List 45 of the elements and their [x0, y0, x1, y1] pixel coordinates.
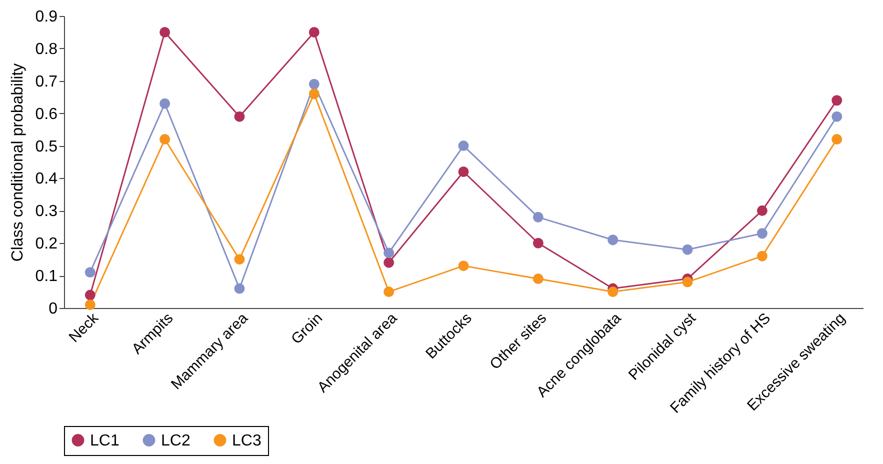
- point: [384, 257, 394, 268]
- y-tick-label: 0.5: [35, 138, 58, 156]
- point: [532, 238, 544, 248]
- y-tick-label: 0.9: [35, 8, 58, 26]
- point: [458, 140, 469, 152]
- y-tick-label: 0.3: [35, 203, 58, 220]
- y-tick-label: 0.1: [35, 268, 58, 286]
- point: [160, 134, 170, 145]
- point: [84, 267, 96, 278]
- point: [532, 212, 544, 222]
- point: [84, 290, 96, 300]
- point: [384, 248, 394, 258]
- y-tick-label: 0.7: [35, 73, 58, 90]
- point: [234, 111, 245, 122]
- point: [308, 78, 320, 90]
- point: [384, 286, 394, 298]
- point: [832, 95, 842, 106]
- y-tick-label: 0.8: [35, 40, 58, 58]
- point: [160, 26, 170, 38]
- point: [682, 244, 693, 255]
- point: [84, 300, 96, 310]
- point: [458, 166, 469, 177]
- point: [160, 98, 170, 109]
- point: [756, 250, 768, 262]
- point: [682, 276, 693, 288]
- point: [458, 260, 469, 272]
- y-axis-title: Class conditional probability: [9, 63, 26, 262]
- point: [608, 286, 618, 298]
- point: [756, 205, 768, 216]
- legend-label: LC1: [90, 432, 120, 450]
- point: [234, 283, 245, 294]
- y-tick-label: 0: [48, 300, 58, 318]
- point: [832, 134, 842, 145]
- point: [308, 26, 320, 38]
- y-tick-label: 0.2: [35, 236, 58, 253]
- point: [308, 88, 320, 100]
- point: [608, 234, 618, 246]
- point: [832, 111, 842, 122]
- legend-label: LC2: [161, 432, 190, 450]
- point: [532, 274, 544, 284]
- y-tick-label: 0.4: [35, 170, 58, 188]
- point: [756, 228, 768, 239]
- point: [234, 254, 245, 265]
- legend-label: LC3: [232, 432, 262, 450]
- y-tick-label: 0.6: [35, 106, 58, 123]
